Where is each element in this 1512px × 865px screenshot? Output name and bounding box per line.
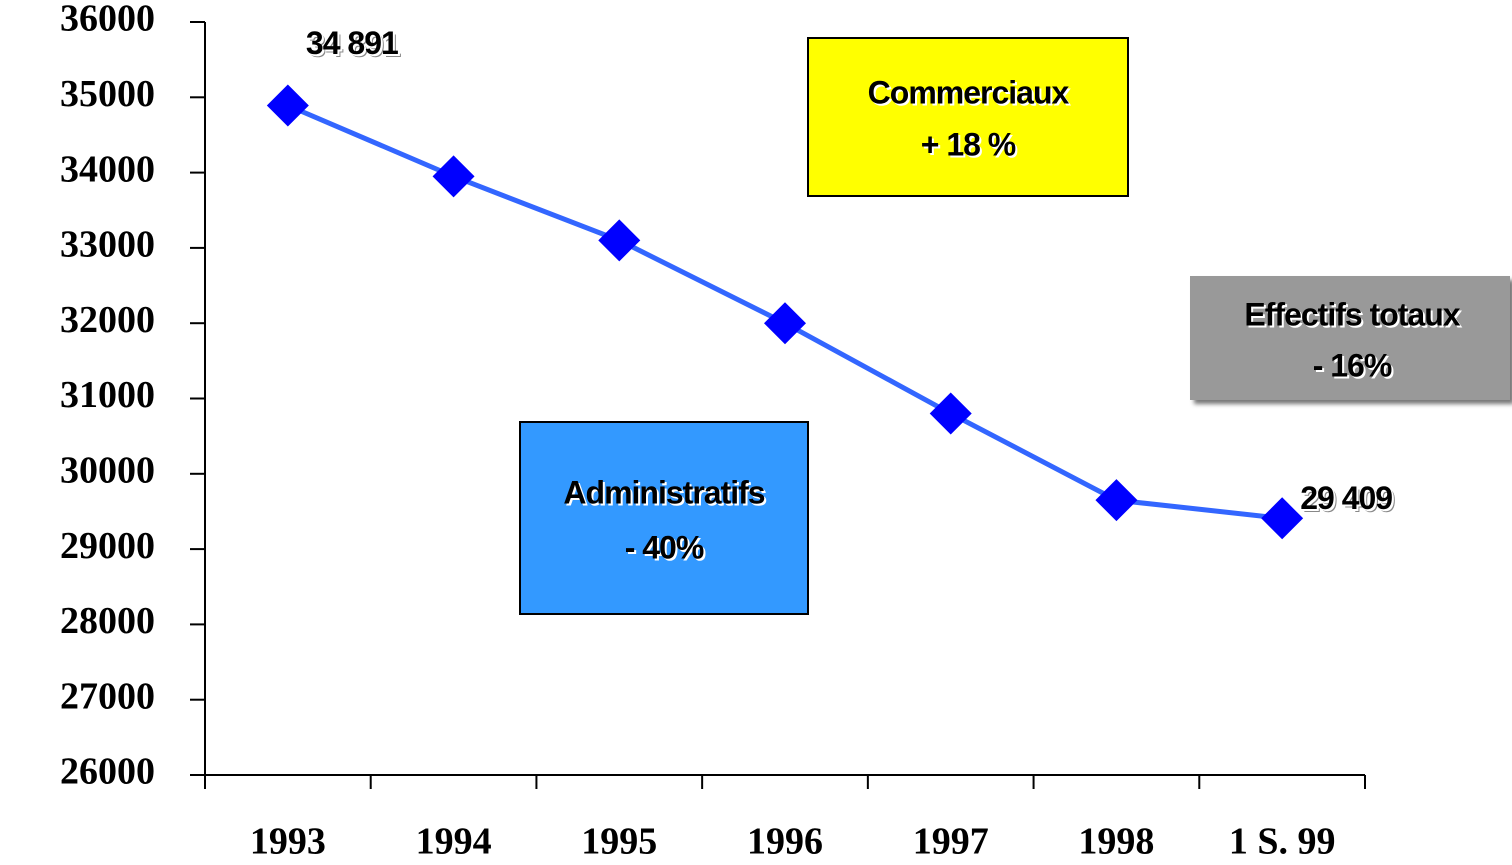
annotation-text: - 16% [1313,347,1392,383]
x-tick-label: 1997 [913,821,989,863]
x-tick-label: 1995 [581,821,657,863]
annotation-box [1190,276,1510,400]
x-tick-label: 1 S. 99 [1229,821,1336,863]
x-tick-label: 1998 [1078,821,1154,863]
y-tick-label: 32000 [60,299,155,341]
annotation: Effectifs totaux - 16% [1190,276,1510,400]
data-label: 34 891 [306,25,398,61]
marker [266,84,309,127]
marker [929,392,972,435]
annotation-text: + 18 % [921,126,1016,162]
marker [1095,479,1138,522]
marker [1261,497,1304,540]
x-tick-label: 1994 [416,821,492,863]
annotation-text: - 40% [625,529,704,565]
annotation-box [807,37,1129,197]
annotation-text: Commerciaux [868,74,1070,110]
annotation: Commerciaux + 18 % [807,37,1129,197]
marker [764,302,806,345]
data-label: 29 409 [1300,480,1392,516]
y-tick-label: 33000 [60,224,155,266]
annotation-text: Effectifs totaux [1244,296,1460,332]
annotation-box [519,421,809,615]
y-tick-label: 35000 [60,73,155,115]
x-tick-label: 1996 [747,821,823,863]
y-tick-label: 30000 [60,450,155,492]
y-tick-label: 26000 [60,751,155,793]
x-tick-label: 1993 [250,821,326,863]
marker [598,219,641,262]
y-tick-label: 27000 [60,675,155,717]
y-tick-label: 29000 [60,525,155,567]
y-tick-label: 34000 [60,148,155,190]
y-tick-label: 36000 [60,0,155,40]
annotation: Administratifs - 40% [519,421,809,615]
annotation-text: Administratifs [563,474,764,510]
y-tick-label: 28000 [60,600,155,642]
y-tick-label: 31000 [60,374,155,416]
marker [432,155,475,198]
